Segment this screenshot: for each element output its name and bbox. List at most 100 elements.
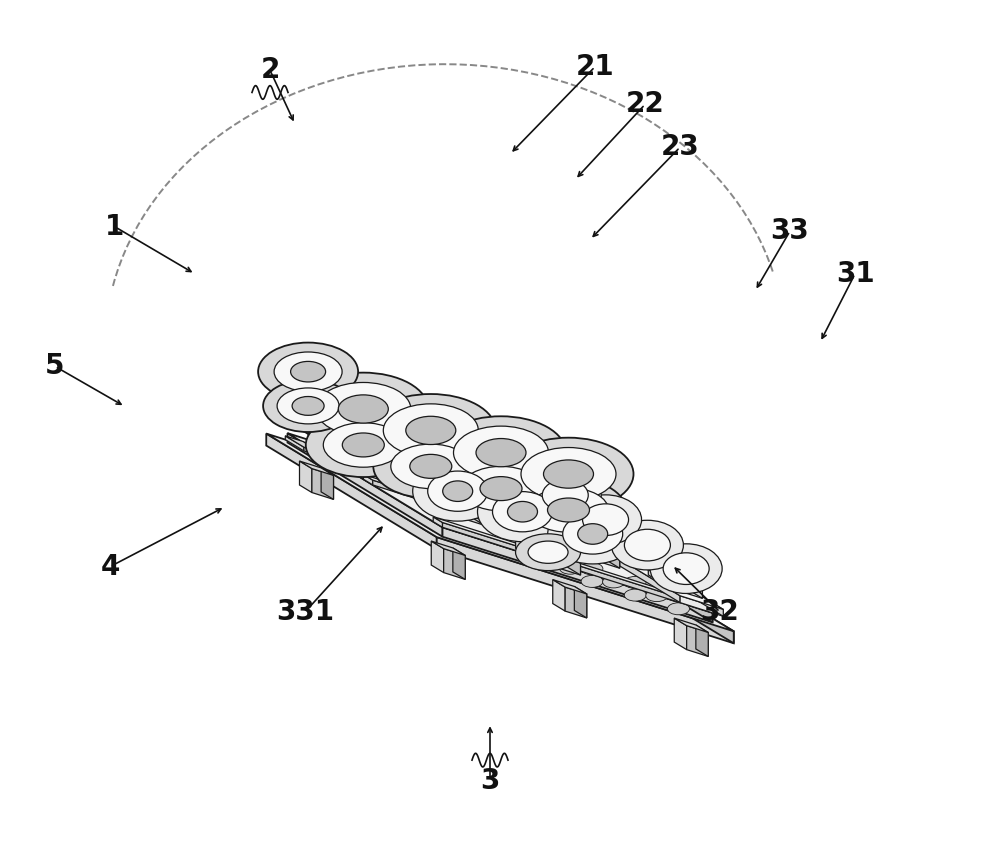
- Polygon shape: [443, 507, 455, 538]
- Polygon shape: [670, 568, 702, 598]
- Ellipse shape: [492, 491, 552, 532]
- Polygon shape: [542, 538, 577, 552]
- Polygon shape: [431, 467, 485, 526]
- Polygon shape: [288, 433, 442, 537]
- Ellipse shape: [277, 388, 339, 424]
- Polygon shape: [431, 541, 465, 556]
- Ellipse shape: [624, 589, 646, 601]
- Polygon shape: [433, 507, 455, 538]
- Polygon shape: [516, 536, 537, 562]
- Polygon shape: [421, 500, 455, 514]
- Polygon shape: [600, 515, 622, 550]
- Ellipse shape: [528, 541, 568, 563]
- Polygon shape: [680, 596, 723, 616]
- Polygon shape: [648, 555, 702, 578]
- Ellipse shape: [292, 396, 324, 415]
- Polygon shape: [444, 549, 465, 580]
- Polygon shape: [348, 400, 385, 460]
- Polygon shape: [537, 550, 580, 575]
- Text: 33: 33: [771, 217, 809, 245]
- Polygon shape: [363, 474, 643, 566]
- Polygon shape: [553, 580, 565, 611]
- Polygon shape: [549, 494, 582, 525]
- Text: 32: 32: [701, 598, 739, 626]
- Polygon shape: [336, 382, 617, 553]
- Polygon shape: [384, 439, 485, 484]
- Polygon shape: [687, 626, 708, 657]
- Polygon shape: [545, 461, 590, 477]
- Ellipse shape: [504, 437, 634, 510]
- Polygon shape: [525, 502, 723, 609]
- Ellipse shape: [563, 514, 623, 554]
- Ellipse shape: [258, 342, 358, 401]
- Polygon shape: [553, 580, 587, 594]
- Polygon shape: [560, 491, 582, 525]
- Polygon shape: [266, 434, 734, 632]
- Ellipse shape: [570, 495, 642, 544]
- Polygon shape: [407, 417, 453, 433]
- Polygon shape: [564, 545, 577, 576]
- Polygon shape: [545, 461, 553, 513]
- Polygon shape: [449, 460, 550, 505]
- Polygon shape: [589, 455, 617, 476]
- Polygon shape: [291, 359, 309, 435]
- Polygon shape: [485, 443, 523, 503]
- Polygon shape: [308, 364, 327, 440]
- Ellipse shape: [663, 553, 709, 585]
- Polygon shape: [373, 480, 643, 571]
- Ellipse shape: [516, 534, 581, 571]
- Polygon shape: [300, 461, 333, 475]
- Polygon shape: [285, 436, 304, 451]
- Ellipse shape: [263, 380, 353, 432]
- Ellipse shape: [306, 413, 421, 477]
- Polygon shape: [291, 359, 327, 375]
- Ellipse shape: [342, 433, 384, 457]
- Polygon shape: [633, 560, 643, 571]
- Ellipse shape: [529, 471, 601, 520]
- Ellipse shape: [581, 575, 603, 587]
- Polygon shape: [288, 433, 712, 613]
- Polygon shape: [568, 505, 589, 539]
- Polygon shape: [568, 505, 622, 529]
- Polygon shape: [555, 545, 577, 576]
- Ellipse shape: [583, 504, 629, 536]
- Ellipse shape: [581, 562, 603, 574]
- Ellipse shape: [338, 395, 388, 423]
- Ellipse shape: [544, 460, 594, 488]
- Polygon shape: [421, 500, 433, 531]
- Polygon shape: [477, 438, 485, 491]
- Polygon shape: [610, 531, 664, 555]
- Polygon shape: [515, 451, 523, 503]
- Ellipse shape: [461, 467, 541, 511]
- Polygon shape: [566, 510, 620, 568]
- Ellipse shape: [444, 456, 558, 520]
- Polygon shape: [431, 541, 444, 573]
- Ellipse shape: [624, 576, 646, 588]
- Ellipse shape: [559, 562, 581, 574]
- Ellipse shape: [650, 544, 722, 593]
- Polygon shape: [266, 434, 437, 550]
- Text: 21: 21: [576, 53, 614, 80]
- Polygon shape: [438, 456, 485, 526]
- Text: 5: 5: [45, 353, 65, 380]
- Polygon shape: [308, 365, 336, 464]
- Text: 23: 23: [661, 134, 699, 161]
- Ellipse shape: [323, 423, 403, 467]
- Ellipse shape: [548, 498, 590, 522]
- Polygon shape: [527, 481, 582, 504]
- Ellipse shape: [511, 478, 626, 542]
- Ellipse shape: [383, 404, 478, 457]
- Polygon shape: [610, 531, 631, 565]
- Polygon shape: [308, 366, 336, 387]
- Ellipse shape: [611, 520, 683, 570]
- Ellipse shape: [624, 529, 670, 561]
- Polygon shape: [573, 499, 620, 568]
- Polygon shape: [631, 544, 664, 575]
- Polygon shape: [648, 555, 670, 588]
- Polygon shape: [363, 474, 373, 484]
- Polygon shape: [503, 477, 550, 546]
- Polygon shape: [516, 536, 580, 563]
- Polygon shape: [558, 519, 712, 622]
- Ellipse shape: [454, 426, 548, 479]
- Polygon shape: [589, 519, 622, 550]
